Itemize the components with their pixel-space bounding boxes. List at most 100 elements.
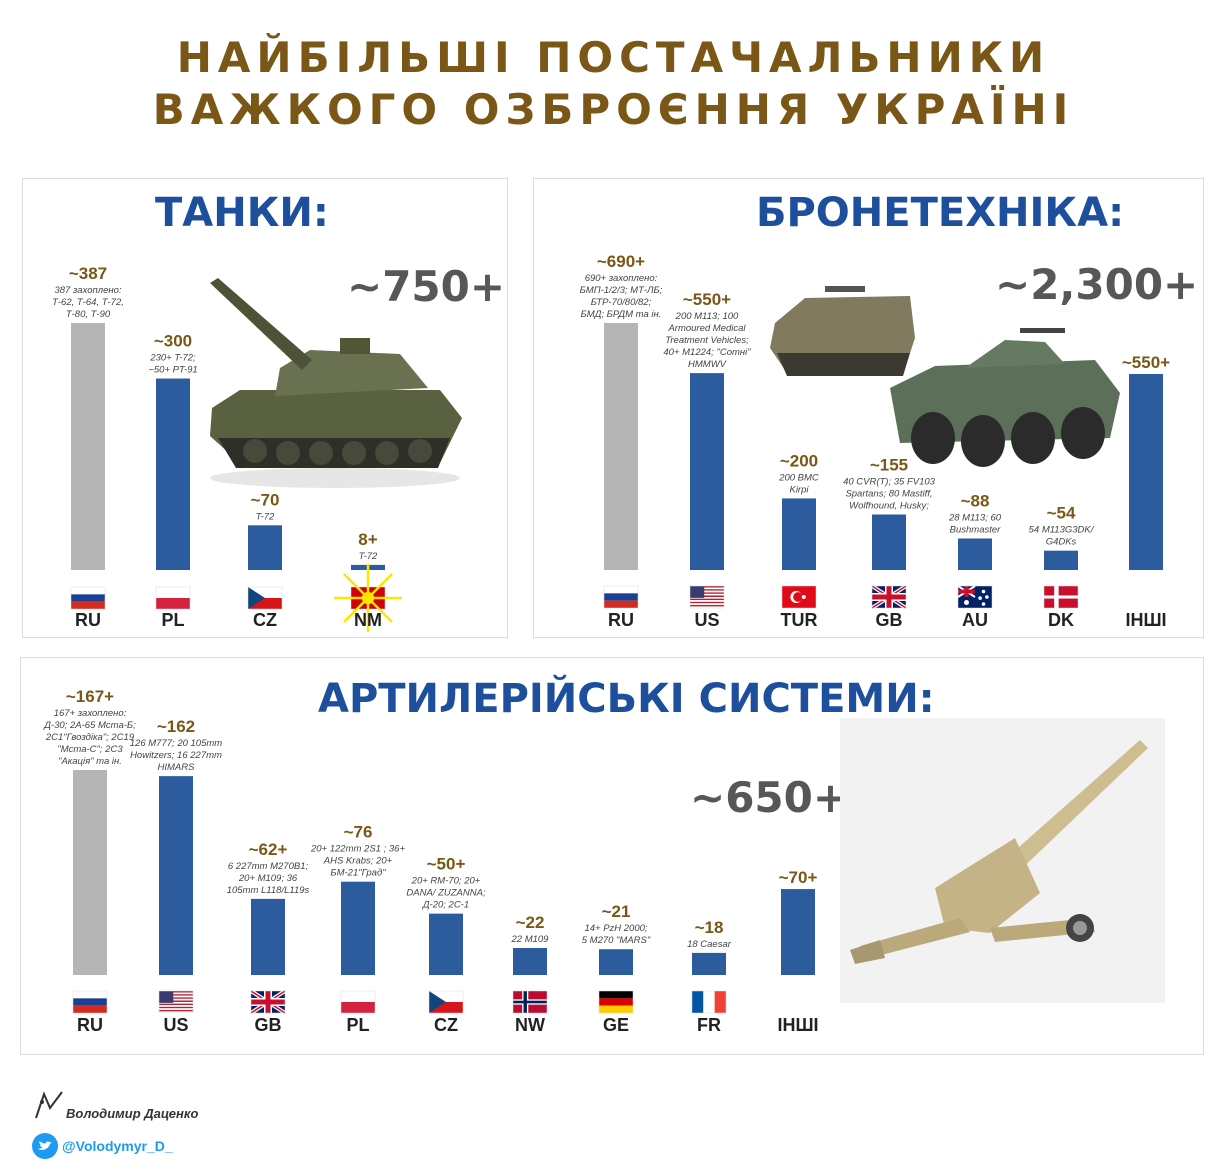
bar-note: HIMARS (158, 762, 196, 773)
category-label: RU (77, 1015, 103, 1035)
bar-note: 230+ T-72; (149, 353, 196, 364)
bar-note: 105mm L118/L119s (227, 885, 310, 896)
bar-dk (1044, 550, 1078, 570)
bar-note: БМП-1/2/3; МТ-ЛБ; (580, 285, 663, 296)
bar-us (159, 776, 193, 975)
category-label: ІНШІ (777, 1015, 818, 1035)
artillery-total: ~650+ (690, 773, 849, 822)
bar-note: 200 BMC (778, 472, 819, 483)
m113-vehicle (770, 286, 915, 376)
value-label: ~690+ (597, 252, 645, 271)
bar-au (958, 538, 992, 570)
value-label: ~300 (154, 332, 192, 351)
bar-note: ~50+ PT-91 (148, 365, 197, 376)
armor-total: ~2,300+ (995, 260, 1199, 309)
bar-pl (341, 881, 375, 975)
bar-gb (872, 514, 906, 570)
main-title-line2: ВАЖКОГО ОЗБРОЄННЯ УКРАЇНІ (152, 85, 1075, 134)
value-label: ~550+ (1122, 353, 1170, 372)
bar-cz (248, 525, 282, 570)
category-label: GB (876, 610, 903, 630)
category-label: PL (346, 1015, 369, 1035)
bar-note: 40 CVR(T); 35 FV103 (843, 477, 936, 488)
bar-note: БТР-70/80/82; (591, 297, 652, 308)
bar-us (690, 373, 724, 570)
tank-illustration (210, 278, 462, 488)
bar-note: Д-30; 2А-65 Мста-Б; (43, 720, 136, 731)
chart-3: 167+ захоплено:Д-30; 2А-65 Мста-Б;2С1"Гв… (43, 687, 818, 1035)
chart-2: 690+ захоплено:БМП-1/2/3; МТ-ЛБ;БТР-70/8… (580, 252, 1171, 630)
twitter-bird-icon[interactable] (32, 1133, 58, 1159)
bar-note: 40+ M1224; "Сотні" (663, 347, 751, 358)
bar-note: 387 захоплено: (54, 285, 121, 296)
bar-note: 126 M777; 20 105mm (130, 738, 223, 749)
bar-note: 20+ M109; 36 (238, 873, 298, 884)
value-label: 8+ (358, 530, 377, 549)
bar-note: 5 M270 "MARS" (582, 935, 651, 946)
value-label: ~70+ (779, 868, 818, 887)
category-label: TUR (781, 610, 818, 630)
bar-fr (692, 952, 726, 975)
flag-de-icon (598, 990, 634, 1014)
bar-note: DANA/ ZUZANNA; (406, 888, 486, 899)
tanks-total: ~750+ (347, 262, 506, 311)
apc-illustration (770, 286, 1120, 467)
artillery-panel-title: АРТИЛЕРІЙСЬКІ СИСТЕМИ: (318, 676, 935, 722)
category-label: RU (75, 610, 101, 630)
flag-ru-icon (72, 990, 108, 1014)
flag-us-icon (689, 585, 725, 609)
category-label: US (163, 1015, 188, 1035)
category-label: US (694, 610, 719, 630)
value-label: ~387 (69, 264, 107, 283)
tanks-panel-title: ТАНКИ: (155, 190, 329, 236)
main-title-line1: НАЙБІЛЬШІ ПОСТАЧАЛЬНИКИ (176, 33, 1051, 82)
bar-note: T-72 (256, 511, 275, 522)
value-label: ~155 (870, 456, 908, 475)
bar-note: Treatment Vehicles; (665, 335, 749, 346)
category-label: AU (962, 610, 988, 630)
bar-note: 28 M113; 60 (948, 512, 1002, 523)
bar-note: HMMWV (688, 359, 728, 370)
value-label: ~162 (157, 717, 195, 736)
value-label: ~167+ (66, 687, 114, 706)
bar-note: БМД; БРДМ та ін. (581, 309, 662, 320)
flag-gb-icon (249, 989, 287, 1015)
bar-ru (73, 770, 107, 975)
author-logo-icon (35, 1091, 63, 1119)
flag-au-icon (957, 585, 993, 609)
flag-gb-icon (870, 584, 908, 610)
flag-ru-icon (70, 586, 106, 610)
flag-cz-icon (247, 586, 283, 610)
flag-dk-icon (1043, 585, 1079, 609)
bar-note: 690+ захоплено: (585, 273, 658, 284)
category-label: FR (697, 1015, 721, 1035)
value-label: ~70 (251, 490, 280, 509)
bar-note: Armoured Medical (667, 323, 746, 334)
flag-tr-icon (781, 585, 817, 609)
bar-ru (71, 323, 105, 570)
armor-panel-title: БРОНЕТЕХНІКА: (756, 190, 1125, 236)
bar-nw (513, 947, 547, 975)
value-label: ~550+ (683, 290, 731, 309)
flag-mk-icon (334, 564, 402, 632)
bar-note: "Акація" та ін. (58, 756, 122, 767)
category-label: RU (608, 610, 634, 630)
value-label: ~54 (1047, 504, 1076, 523)
value-label: ~62+ (249, 840, 288, 859)
category-label: GE (603, 1015, 629, 1035)
bar-note: Д-20; 2С-1 (422, 900, 469, 911)
flag-us-icon (158, 990, 194, 1014)
bar-note: Т-80, Т-90 (66, 309, 111, 320)
twitter-handle[interactable]: @Volodymyr_D_ (62, 1138, 173, 1154)
bar-note: Т-62, Т-64, Т-72, (52, 297, 124, 308)
bar-інші (1129, 374, 1163, 570)
category-label: ІНШІ (1125, 610, 1166, 630)
value-label: ~76 (344, 823, 373, 842)
flag-cz-icon (428, 990, 464, 1014)
bar-note: 54 M113G3DK/ (1029, 525, 1095, 536)
bar-pl (156, 378, 190, 570)
value-label: ~22 (516, 913, 545, 932)
bar-note: Kirpi (789, 484, 809, 495)
flag-no-icon (512, 990, 548, 1014)
